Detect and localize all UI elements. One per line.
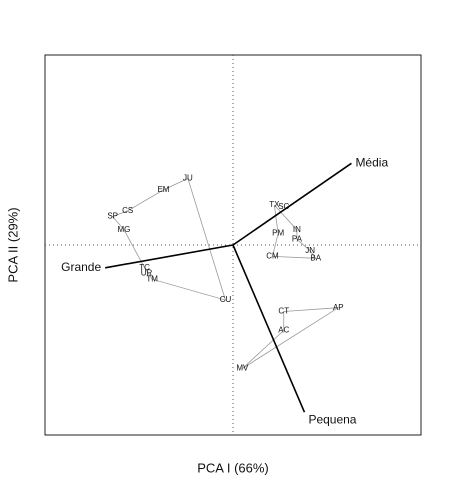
point-label: MG (118, 225, 131, 234)
point-label: TM (146, 274, 158, 283)
point-label: SP (107, 212, 118, 221)
vector-label: Pequena (308, 412, 356, 426)
group-hull (271, 204, 317, 259)
point-label: CM (266, 252, 279, 261)
loading-vector (232, 244, 306, 413)
point-label: BA (310, 253, 321, 262)
point-label: EM (157, 185, 169, 194)
group-hull (242, 307, 339, 369)
point-label: TC (139, 263, 150, 272)
point-label: AC (278, 326, 289, 335)
point-label: SC (278, 202, 289, 211)
group-hull (112, 178, 227, 301)
point-label: TX (269, 200, 280, 209)
point-label: PM (272, 229, 284, 238)
loading-vector (232, 162, 352, 246)
point-label: CS (122, 206, 133, 215)
point-label: IN (293, 225, 301, 234)
point-label: AP (333, 303, 344, 312)
x-axis-label: PCA I (66%) (197, 460, 269, 475)
point-label: CU (220, 295, 232, 304)
y-axis-label: PCA II (29%) (5, 207, 20, 282)
point-label: CT (278, 307, 289, 316)
point-label: MV (236, 364, 249, 373)
point-label: JU (183, 174, 193, 183)
vector-label: Grande (61, 260, 101, 274)
point-label: JN (305, 246, 315, 255)
vector-label: Média (355, 155, 388, 169)
point-label: PA (292, 234, 303, 243)
point-label: UR (141, 269, 153, 278)
loading-vector (105, 244, 234, 269)
